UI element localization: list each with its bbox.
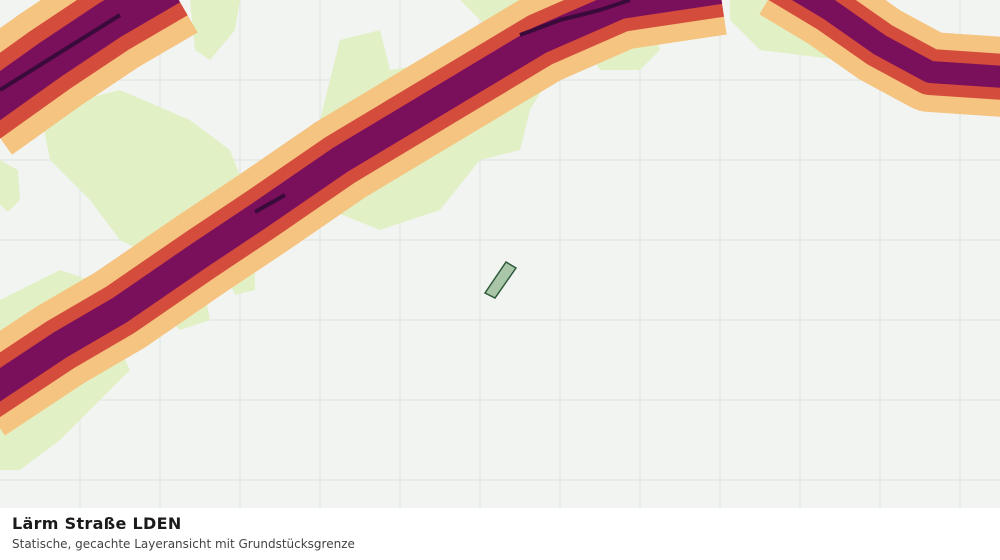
noise-bands: [0, 0, 1000, 436]
map-layer: [0, 0, 1000, 508]
caption: Lärm Straße LDEN Statische, gecachte Lay…: [0, 508, 1000, 560]
map-subtitle: Statische, gecachte Layeransicht mit Gru…: [12, 537, 355, 551]
map: [0, 0, 1000, 508]
map-title: Lärm Straße LDEN: [12, 514, 182, 533]
parcel-boundary: [483, 260, 518, 299]
